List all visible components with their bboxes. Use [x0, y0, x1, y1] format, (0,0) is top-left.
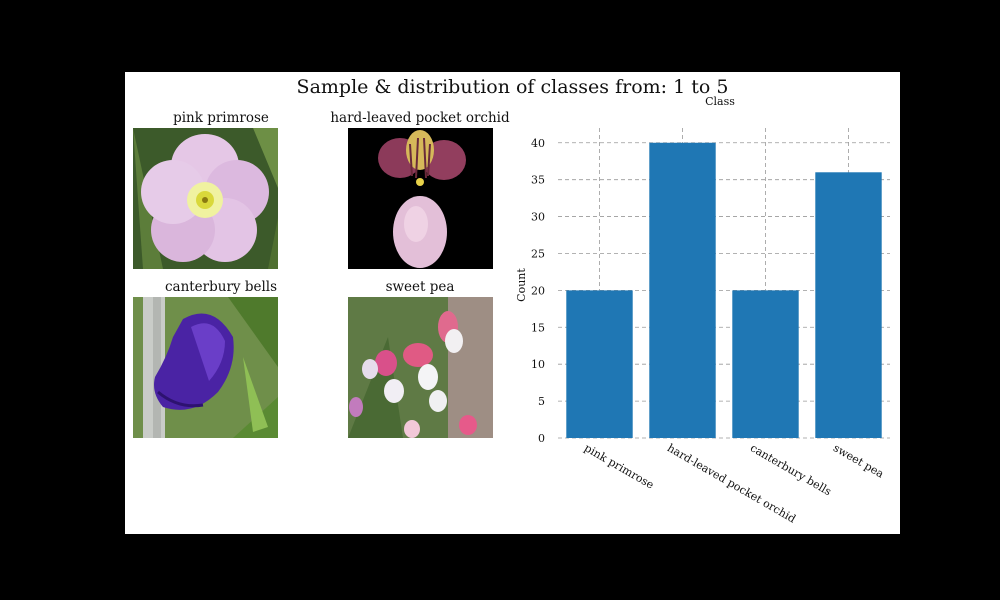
bar-pink-primrose [566, 290, 633, 438]
sample-title-pocket-orchid: hard-leaved pocket orchid [330, 110, 510, 126]
y-tick-label: 15 [531, 321, 545, 334]
y-tick-label: 20 [531, 284, 545, 297]
bar-canterbury-bells [732, 290, 799, 438]
y-axis-label: Count [515, 268, 528, 302]
x-tick-labels: pink primrose hard-leaved pocket orchidca… [582, 441, 886, 525]
canterbury-bells-photo [133, 297, 278, 438]
y-tick-label: 40 [531, 137, 545, 150]
class-distribution-chart: 0 5 10 15 20 25 30 35 40 pink primrose hard-leave… [515, 95, 890, 526]
sample-title-sweet-pea: sweet pea [385, 279, 455, 295]
y-tick-label: 35 [531, 174, 545, 187]
x-gridlines [599, 128, 849, 438]
y-tick-label: 5 [538, 395, 545, 408]
pink-primrose-photo [133, 128, 278, 269]
sample-title-canterbury-bells: canterbury bells [164, 279, 278, 295]
x-tick-label: canterbury bells [748, 441, 834, 498]
sweet-pea-photo [348, 297, 493, 438]
bar-sweet-pea [815, 172, 882, 438]
chart-title: Class [705, 95, 735, 108]
figure: Sample & distribution of classes from: 1… [125, 72, 900, 534]
y-tick-label: 0 [538, 432, 545, 445]
bar-hard-leaved-pocket-orchid [649, 142, 716, 438]
sample-title-pink-primrose: pink primrose [173, 110, 269, 126]
figure-title: Sample & distribution of classes from: 1… [296, 76, 729, 98]
pocket-orchid-photo [348, 128, 493, 269]
bars [566, 142, 882, 438]
y-tick-label: 25 [531, 247, 545, 260]
y-tick-label: 30 [531, 211, 545, 224]
y-tick-labels: 0 5 10 15 20 25 30 35 40 [531, 137, 545, 445]
x-tick-label: sweet pea [831, 441, 886, 481]
y-tick-label: 10 [531, 358, 545, 371]
x-tick-label: pink primrose [582, 441, 656, 491]
